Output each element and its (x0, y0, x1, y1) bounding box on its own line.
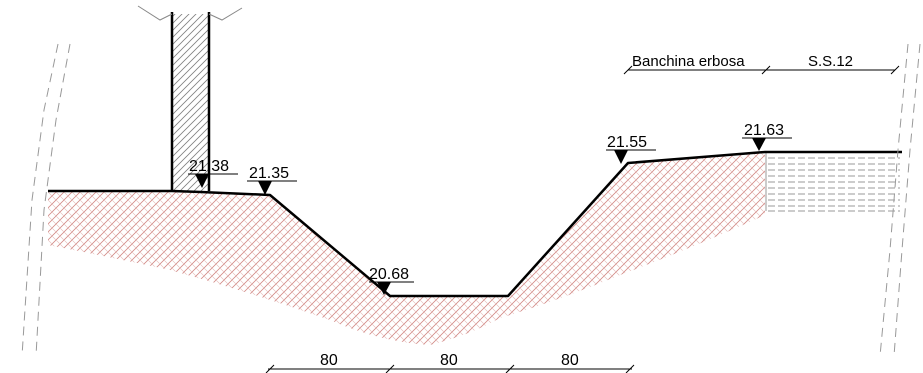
elevation-label: 21.38 (189, 158, 229, 175)
elevation-label: 20.68 (369, 266, 409, 283)
dimension-bottom: 80 (440, 352, 458, 369)
ground-profile-line (48, 150, 902, 298)
road-pavement (765, 153, 902, 212)
retaining-wall (137, 5, 243, 191)
elevation-marker-bottom: 20.68 (369, 266, 414, 295)
elevation-marker-road: 21.63 (742, 122, 792, 151)
soil-hatch-area (48, 152, 765, 345)
dimension-left-slope: 80 (320, 352, 338, 369)
road-label: S.S.12 (808, 53, 853, 70)
break-lines (21, 43, 921, 357)
banchina-label: Banchina erbosa (632, 53, 745, 70)
elevation-label: 21.35 (249, 165, 289, 182)
dimension-right-slope: 80 (561, 352, 579, 369)
elevation-label: 21.55 (607, 134, 647, 151)
elevation-marker-wall: 21.38 (188, 158, 238, 188)
top-dimension-line: Banchina erbosa S.S.12 (623, 53, 900, 75)
elevation-marker-right-bank: 21.55 (606, 134, 656, 164)
elevation-marker-left-bank: 21.35 (247, 165, 297, 195)
bottom-dimension-line: 80 80 80 (265, 352, 635, 373)
elevation-label: 21.63 (744, 122, 784, 139)
